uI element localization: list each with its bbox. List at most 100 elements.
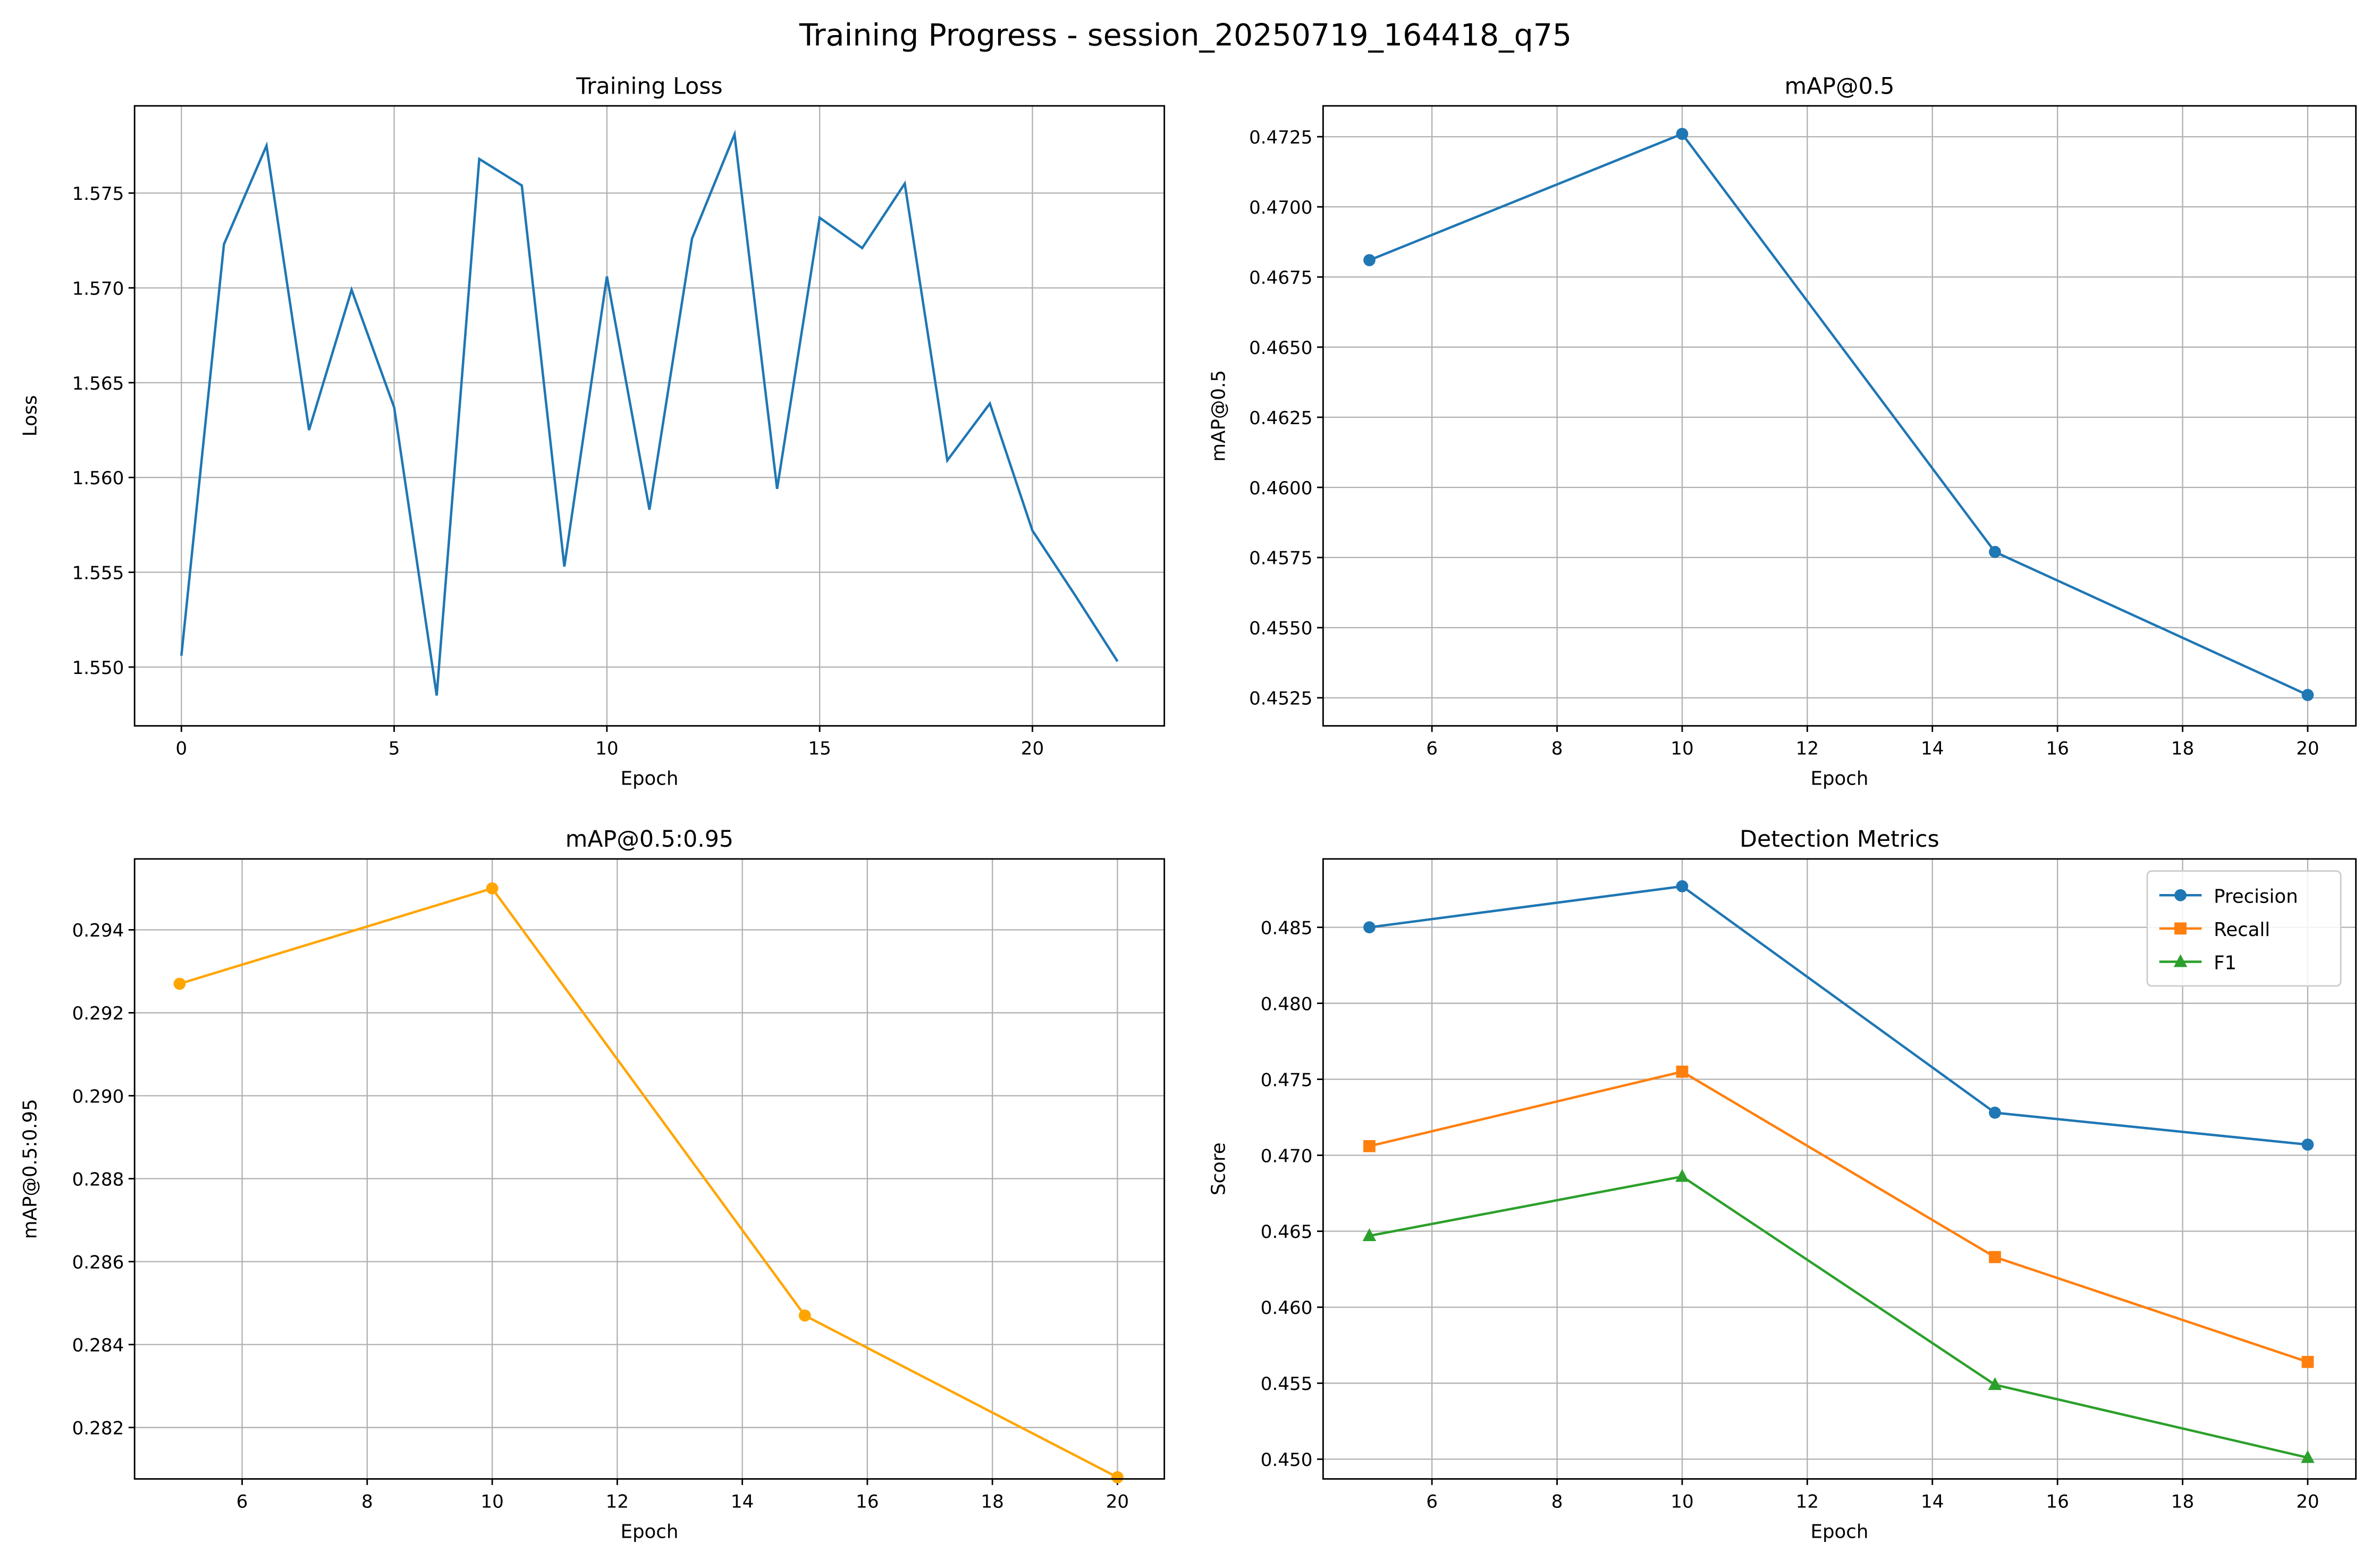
x-tick-label: 14 bbox=[731, 1491, 754, 1512]
series-f1 bbox=[1362, 1169, 2315, 1463]
y-axis-label: Score bbox=[1208, 1142, 1229, 1195]
legend-marker bbox=[2174, 922, 2187, 935]
subplot-title: mAP@0.5 bbox=[1784, 73, 1894, 99]
data-point bbox=[1363, 1140, 1376, 1152]
figure-title: Training Progress - session_20250719_164… bbox=[799, 18, 1572, 53]
subplot-2: 6 8 10 12 14 16 18 20 0.4525 0.4550 0.4575 0.4600 0.… bbox=[1208, 73, 2357, 790]
x-tick-label: 16 bbox=[2046, 1491, 2069, 1512]
axes-frame bbox=[133, 858, 1166, 1480]
series-line bbox=[1369, 885, 2308, 1146]
x-tick-label: 10 bbox=[595, 738, 618, 760]
data-point bbox=[1989, 1251, 2001, 1263]
subplot-title: Training Loss bbox=[576, 73, 722, 99]
axes-frame bbox=[1322, 858, 2357, 1480]
series-line bbox=[1369, 1175, 2308, 1459]
subplot-title: Detection Metrics bbox=[1740, 826, 1939, 853]
y-tick-label: 1.570 bbox=[72, 278, 124, 299]
y-tick-label: 0.4600 bbox=[1249, 478, 1312, 499]
x-tick-label: 20 bbox=[1021, 738, 1044, 760]
x-tick-label: 18 bbox=[2171, 1491, 2194, 1512]
y-tick-label: 0.465 bbox=[1261, 1221, 1313, 1243]
subplot-3: 6 8 10 12 14 16 18 20 0.282 0.284 0.286 0.288 0.290 0… bbox=[19, 826, 1166, 1542]
y-tick-label: 0.475 bbox=[1261, 1069, 1313, 1091]
subplot-1: 0 5 10 15 20 1.550 1.555 1.560 1.565 1.570 1.575 Tr… bbox=[19, 73, 1166, 790]
y-tick-label: 0.4675 bbox=[1249, 267, 1312, 289]
x-tick-label: 6 bbox=[237, 1491, 248, 1512]
data-point bbox=[2301, 689, 2314, 701]
x-tick-label: 5 bbox=[389, 738, 400, 760]
x-axis-label: Epoch bbox=[621, 768, 679, 790]
y-tick-label: 0.480 bbox=[1261, 993, 1313, 1015]
y-tick-label: 1.555 bbox=[72, 562, 124, 584]
legend-label: F1 bbox=[2214, 952, 2237, 974]
x-tick-label: 14 bbox=[1921, 1491, 1944, 1512]
data-point bbox=[2301, 1139, 2314, 1151]
y-tick-label: 0.294 bbox=[72, 920, 124, 941]
y-axis-label: mAP@0.5 bbox=[1208, 370, 1229, 461]
axes-frame bbox=[133, 105, 1166, 727]
data-point bbox=[173, 977, 186, 990]
x-tick-label: 20 bbox=[1106, 1491, 1129, 1512]
data-point bbox=[1363, 254, 1376, 266]
data-point bbox=[798, 1309, 811, 1322]
y-tick-label: 0.288 bbox=[72, 1169, 124, 1190]
y-tick-label: 0.450 bbox=[1261, 1449, 1313, 1471]
x-tick-label: 10 bbox=[1670, 1491, 1693, 1512]
y-tick-label: 1.575 bbox=[72, 183, 124, 205]
x-tick-label: 14 bbox=[1921, 738, 1944, 760]
x-axis-label: Epoch bbox=[1811, 1521, 1869, 1542]
legend-box bbox=[2146, 870, 2342, 987]
data-point bbox=[1989, 545, 2001, 558]
y-tick-label: 0.470 bbox=[1261, 1145, 1313, 1167]
x-tick-label: 20 bbox=[2296, 1491, 2319, 1512]
legend-label: Recall bbox=[2214, 919, 2270, 941]
x-tick-label: 12 bbox=[606, 1491, 629, 1512]
x-tick-label: 8 bbox=[1551, 738, 1563, 760]
x-tick-label: 12 bbox=[1796, 1491, 1819, 1512]
data-point bbox=[1362, 1228, 1377, 1241]
y-tick-label: 0.4650 bbox=[1249, 338, 1312, 359]
y-tick-label: 0.4525 bbox=[1249, 688, 1312, 710]
x-tick-label: 8 bbox=[361, 1491, 373, 1512]
subplot-4: 6 8 10 12 14 16 18 20 0.450 0.455 0.460 0.465 0.470 0… bbox=[1208, 826, 2357, 1542]
subplot-title: mAP@0.5:0.95 bbox=[566, 826, 733, 853]
series-1 bbox=[180, 129, 1119, 696]
x-tick-label: 10 bbox=[480, 1491, 503, 1512]
y-tick-label: 0.4625 bbox=[1249, 408, 1312, 429]
y-tick-label: 0.4700 bbox=[1249, 197, 1312, 218]
x-tick-label: 6 bbox=[1426, 1491, 1438, 1512]
data-point bbox=[1675, 1169, 1689, 1182]
series-precision bbox=[1363, 880, 2314, 1151]
data-point bbox=[2301, 1355, 2314, 1368]
legend-marker bbox=[2173, 954, 2188, 967]
legend: Precision Recall F1 bbox=[2146, 870, 2342, 987]
x-tick-label: 0 bbox=[175, 738, 187, 760]
data-point bbox=[1111, 1471, 1124, 1483]
y-tick-label: 1.565 bbox=[72, 373, 124, 394]
x-tick-label: 18 bbox=[981, 1491, 1003, 1512]
x-tick-label: 15 bbox=[808, 738, 831, 760]
x-tick-label: 20 bbox=[2296, 738, 2319, 760]
x-tick-label: 16 bbox=[856, 1491, 879, 1512]
y-tick-label: 0.292 bbox=[72, 1003, 124, 1024]
x-axis-label: Epoch bbox=[621, 1521, 679, 1542]
series-1 bbox=[1363, 128, 2314, 701]
y-tick-label: 0.485 bbox=[1261, 917, 1313, 939]
series-line bbox=[180, 129, 1119, 696]
y-tick-label: 0.460 bbox=[1261, 1297, 1313, 1319]
data-point bbox=[1988, 1377, 2002, 1390]
series-line bbox=[1369, 132, 2308, 696]
y-tick-label: 0.4725 bbox=[1249, 127, 1312, 148]
x-tick-label: 16 bbox=[2046, 738, 2069, 760]
data-point bbox=[1676, 880, 1689, 892]
data-point bbox=[1676, 128, 1689, 140]
y-tick-label: 1.550 bbox=[72, 657, 124, 679]
legend-entry: F1 bbox=[2159, 952, 2237, 974]
x-tick-label: 18 bbox=[2171, 738, 2194, 760]
legend-entry: Recall bbox=[2159, 919, 2270, 941]
data-point bbox=[1363, 921, 1376, 934]
y-tick-label: 0.455 bbox=[1261, 1373, 1313, 1395]
y-axis-label: mAP@0.5:0.95 bbox=[19, 1099, 41, 1239]
